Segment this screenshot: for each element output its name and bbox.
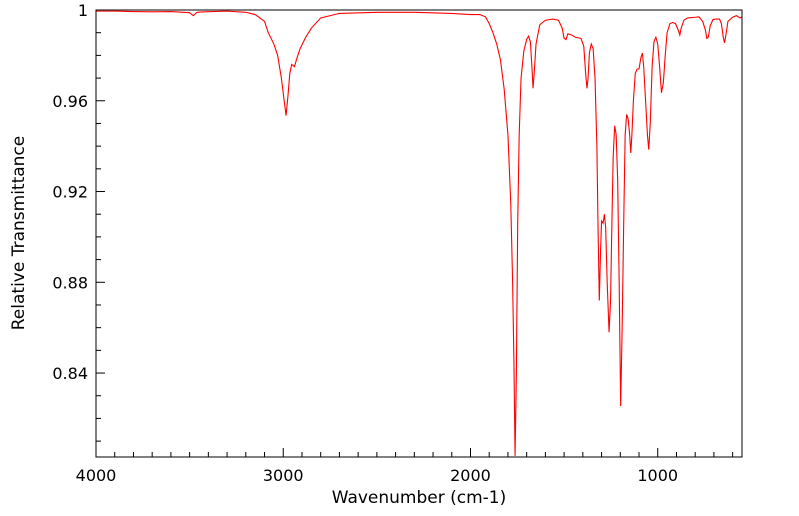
y-tick-label: 0.92: [52, 183, 88, 202]
series-line-transmittance: [96, 10, 743, 456]
x-tick-label: 3000: [263, 466, 304, 485]
y-tick-label: 0.96: [52, 92, 88, 111]
x-tick-label: 4000: [76, 466, 117, 485]
y-axis-tick-labels: 1 0.96 0.92 0.88 0.84: [52, 1, 88, 383]
y-tick-label: 0.84: [52, 364, 88, 383]
y-axis-ticks: [96, 9, 105, 442]
y-tick-label: 1: [78, 1, 88, 20]
y-tick-label: 0.88: [52, 273, 88, 292]
x-axis-ticks: [95, 448, 734, 457]
x-tick-label: 2000: [450, 466, 491, 485]
plot-frame: [95, 9, 743, 458]
y-axis-title: Relative Transmittance: [9, 136, 29, 331]
x-axis-tick-labels: 4000 3000 2000 1000: [76, 466, 678, 485]
x-axis-title: Wavenumber (cm-1): [332, 488, 507, 508]
plot-area: [96, 10, 743, 456]
x-tick-label: 1000: [637, 466, 678, 485]
